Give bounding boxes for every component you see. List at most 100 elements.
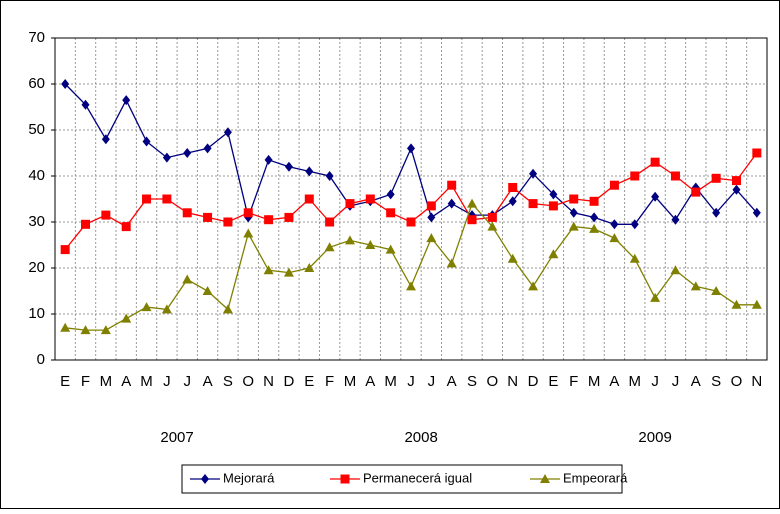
x-tick-label: A xyxy=(447,373,457,390)
marker xyxy=(711,286,722,295)
x-tick-label: M xyxy=(140,373,153,390)
marker xyxy=(345,199,355,209)
y-tick-label: 60 xyxy=(28,75,45,92)
marker xyxy=(609,180,619,190)
marker xyxy=(508,196,517,207)
marker xyxy=(81,99,90,110)
x-tick-label: N xyxy=(263,373,274,390)
marker xyxy=(467,198,478,208)
x-tick-label: O xyxy=(731,373,743,390)
year-label: 2008 xyxy=(404,429,437,446)
marker xyxy=(528,281,539,291)
marker xyxy=(589,223,600,233)
legend-label: Empeorará xyxy=(563,470,628,485)
marker xyxy=(61,79,70,89)
x-tick-label: M xyxy=(344,373,357,390)
marker xyxy=(426,233,437,243)
y-tick-label: 0 xyxy=(37,351,45,368)
marker xyxy=(711,173,721,183)
x-tick-label: A xyxy=(691,373,701,390)
marker xyxy=(162,152,171,163)
marker xyxy=(712,207,721,218)
y-tick-label: 30 xyxy=(28,213,45,230)
marker xyxy=(60,322,71,332)
x-tick-label: N xyxy=(751,373,762,390)
marker xyxy=(610,219,619,230)
marker xyxy=(304,194,314,204)
x-tick-label: F xyxy=(325,373,334,390)
x-tick-label: M xyxy=(588,373,601,390)
marker xyxy=(202,286,213,295)
y-tick-label: 20 xyxy=(28,259,45,276)
marker xyxy=(751,299,762,309)
marker xyxy=(569,194,579,204)
marker xyxy=(222,304,233,314)
year-label: 2009 xyxy=(638,429,671,446)
x-tick-label: S xyxy=(223,373,233,390)
marker xyxy=(161,304,172,314)
x-tick-label: M xyxy=(629,373,642,390)
marker xyxy=(325,171,334,181)
marker xyxy=(447,180,457,190)
legend-marker xyxy=(201,474,209,484)
marker xyxy=(324,242,335,252)
marker xyxy=(365,194,375,204)
marker xyxy=(142,136,151,147)
marker xyxy=(507,253,518,263)
year-label: 2007 xyxy=(160,429,193,446)
x-tick-label: S xyxy=(467,373,477,390)
marker xyxy=(81,219,91,229)
x-tick-label: O xyxy=(242,373,254,390)
marker xyxy=(548,201,558,211)
marker xyxy=(629,253,640,263)
marker xyxy=(142,194,152,204)
x-tick-label: S xyxy=(711,373,721,390)
marker xyxy=(426,201,436,211)
x-tick-label: D xyxy=(284,373,295,390)
x-tick-label: J xyxy=(163,373,171,390)
marker xyxy=(305,166,314,177)
marker xyxy=(447,198,456,209)
marker xyxy=(487,221,498,231)
marker xyxy=(467,215,477,225)
y-tick-label: 70 xyxy=(28,29,45,46)
marker xyxy=(264,154,273,165)
marker xyxy=(284,212,294,222)
marker xyxy=(182,208,192,218)
marker xyxy=(304,263,315,272)
marker xyxy=(406,281,416,291)
marker xyxy=(650,292,661,302)
y-tick-label: 40 xyxy=(28,167,45,184)
marker xyxy=(731,176,741,186)
marker xyxy=(386,189,395,200)
marker xyxy=(223,127,232,138)
marker xyxy=(568,221,579,231)
marker xyxy=(407,143,415,154)
marker xyxy=(508,183,518,192)
marker xyxy=(671,214,680,225)
legend-marker xyxy=(340,474,350,484)
marker xyxy=(223,217,233,227)
marker xyxy=(670,265,681,275)
marker xyxy=(243,228,254,238)
x-tick-label: J xyxy=(407,373,415,390)
x-tick-label: D xyxy=(528,373,539,390)
marker xyxy=(80,325,91,335)
x-tick-label: A xyxy=(121,373,131,390)
marker xyxy=(427,212,436,223)
marker xyxy=(731,299,742,309)
marker xyxy=(284,161,293,172)
marker xyxy=(487,212,497,222)
marker xyxy=(203,212,213,222)
plot-border xyxy=(54,37,768,361)
x-tick-label: M xyxy=(384,373,397,390)
marker xyxy=(446,258,457,268)
marker xyxy=(101,134,110,145)
marker xyxy=(183,148,192,158)
legend-label: Permanecerá igual xyxy=(363,470,472,485)
marker xyxy=(121,222,131,232)
x-tick-label: J xyxy=(672,373,680,390)
marker xyxy=(548,249,559,259)
